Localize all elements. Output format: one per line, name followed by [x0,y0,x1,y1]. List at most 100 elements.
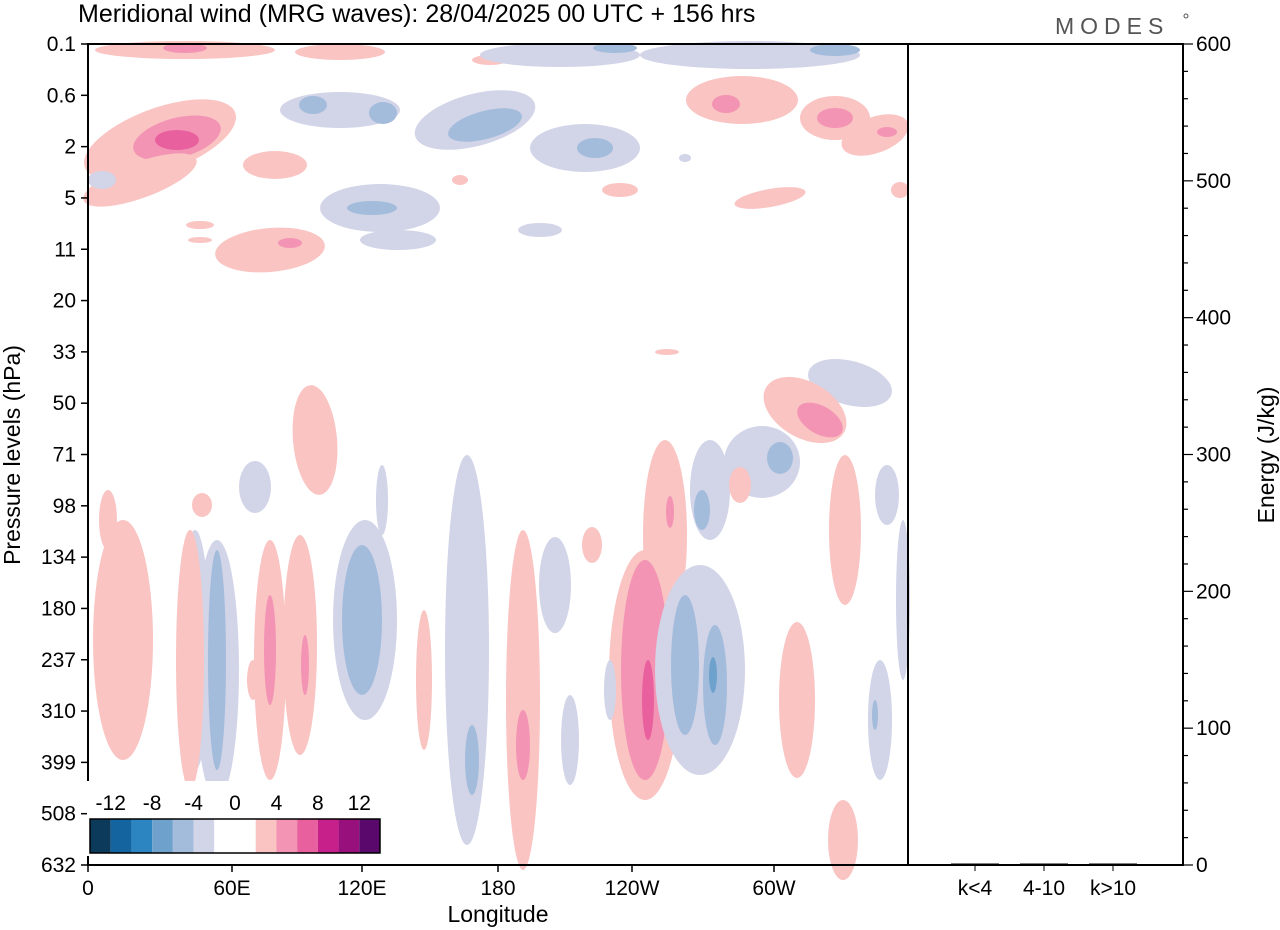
x-tick-label: 0 [82,877,94,900]
energy-panel-frame [907,43,1184,866]
y-tick-label: 98 [53,495,76,518]
y2-tick-label: 100 [1196,717,1231,740]
colorbar-swatch [110,819,132,853]
contour-region [709,657,717,693]
energy-category-label: k>10 [1090,877,1136,900]
contour-region [877,127,897,137]
contour-region [518,223,562,237]
contour-region [243,151,307,179]
contour-region [448,108,522,142]
y-tick-label: 71 [53,444,76,467]
y2-tick-label: 500 [1196,170,1231,193]
contour-region [192,493,212,517]
contour-region [604,660,616,720]
contour-region [828,800,858,880]
contour-region [539,537,571,633]
contour-region [602,183,638,197]
contour-region [655,565,745,775]
y-tick-label: 5 [64,187,76,210]
y-axis-label: Pressure levels (hPa) [0,345,25,565]
contour-region [841,114,909,156]
contour-region [283,535,317,755]
y-tick-label: 20 [53,290,76,313]
contour-region [176,530,204,790]
energy-category-label: 4-10 [1023,877,1065,900]
contour-region [642,660,654,740]
x-tick-label: 180 [480,877,515,900]
contour-region [369,102,397,124]
y-tick-label: 0.6 [47,84,76,107]
contour-region [679,154,691,162]
colorbar-tick-label: -4 [184,792,203,815]
contour-region [779,622,815,778]
y-tick-label: 508 [41,803,76,826]
colorbar-swatch [297,819,318,853]
y-tick-label: 180 [41,597,76,620]
contour-region [666,496,674,528]
y-tick-label: 237 [41,649,76,672]
contour-region [264,595,276,705]
contour-region [694,490,710,530]
contour-region [671,595,699,735]
y-tick-label: 399 [41,751,76,774]
pressure-axis: 0.1 0.6 2 5 11 20 33 50 71 98 134 180 237 310 399 508 63… [41,33,88,877]
contour-region [577,138,613,158]
contour-region [797,402,843,438]
contour-region [734,187,806,209]
brand-logo: MODES [1055,13,1169,39]
contour-region [767,442,793,474]
colorbar-swatch [152,819,173,853]
contour-region [582,527,602,563]
contour-region [690,440,730,540]
contour-region [445,455,489,845]
contour-region [655,349,679,355]
contour-region [817,108,853,128]
contour-region [896,520,910,680]
colorbar-swatch [90,819,111,853]
contour-region [155,130,199,150]
colorbar-swatch [338,819,360,853]
y-tick-label: 33 [53,341,76,364]
colorbar-frame [89,818,381,854]
contour-region [188,237,212,243]
contour-region [465,725,479,795]
y2-tick-label: 300 [1196,444,1231,467]
colorbar-tick-label: -12 [96,792,126,815]
contour-region [93,520,153,760]
energy-category-axis: k<4 4-10 k>10 [958,865,1136,900]
contour-region [347,201,397,215]
contour-region [342,545,382,695]
y-tick-label: 11 [54,238,76,261]
colorbar-tick-label: 0 [229,792,241,815]
contour-region [640,41,860,69]
y2-tick-label: 0 [1196,854,1208,877]
brand-registered-icon [1183,13,1189,19]
y-tick-label: 50 [53,392,76,415]
y2-axis-label: Energy (J/kg) [1253,387,1279,524]
contour-field [83,41,910,880]
colorbar-swatch [235,819,256,853]
chart-title: Meridional wind (MRG waves): 28/04/2025 … [78,0,755,28]
contour-region [516,710,530,780]
contour-region [186,221,214,229]
contour-region [295,44,385,60]
contour-region [875,465,899,525]
colorbar-swatch [193,819,215,853]
contour-region [506,530,540,870]
colorbar-tick-label: 4 [271,792,283,815]
contour-region [215,227,325,273]
y-tick-label: 0.1 [47,33,76,56]
contour-region [239,461,271,513]
x-tick-label: 120E [337,877,386,900]
colorbar-swatch [172,819,194,853]
y-tick-label: 632 [41,854,76,877]
contour-region [829,455,861,605]
contour-region [561,695,579,785]
colorbar-swatch [317,819,339,853]
contour-region [686,76,798,124]
colorbar-tick-label: -8 [143,792,162,815]
y-tick-label: 310 [41,700,76,723]
colorbar-swatch [255,819,277,853]
contour-region [278,238,302,248]
contour-region [299,96,327,114]
